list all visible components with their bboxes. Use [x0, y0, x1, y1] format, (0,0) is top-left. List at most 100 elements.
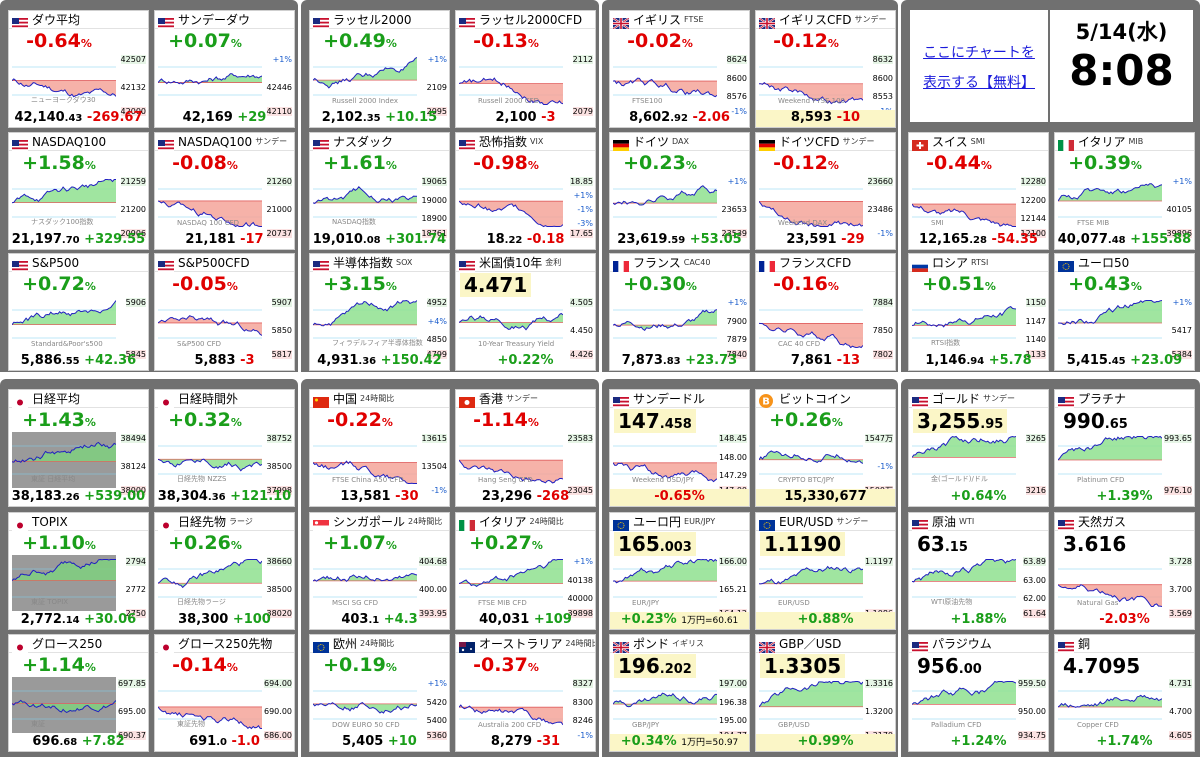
card-header: イタリア 24時間比: [456, 513, 595, 531]
price-chart: [313, 690, 417, 720]
card-header: ドイツCFD サンデー: [756, 133, 895, 151]
card-footer: 38,300 +100: [155, 612, 294, 629]
change-percent-value: -0.44: [926, 152, 981, 174]
instrument-name: ドイツ: [633, 135, 670, 149]
ticker-card-nikkei[interactable]: 日経平均 +1.43% 38494 38124 38000 東証 日経平均 38,183.2…: [8, 389, 149, 507]
card-header: 原油 WTI: [909, 513, 1048, 531]
level-label: 3265: [1025, 434, 1046, 443]
ticker-card-platinum[interactable]: プラチナ 990.65 993.65 976.10 Platinum CFD +1.39%: [1054, 389, 1195, 507]
ticker-card-growth250[interactable]: グロース250 +1.14% 697.85 695.00 690.37 東証 696.68 …: [8, 634, 149, 752]
ticker-card-gold[interactable]: ゴールド サンデー 3,255.95 3265 3216 金(ゴールド)/ドル +0.64%: [908, 389, 1049, 507]
ticker-card-palladium[interactable]: パラジウム 956.00 959.50 950.00 934.75 Palladium C…: [908, 634, 1049, 752]
ticker-card-ftse-cfd[interactable]: イギリスCFDサンデー-0.12%863286008553-1%Weekend …: [755, 10, 896, 128]
ticker-card-australia[interactable]: オーストラリア24時間比-0.37%832783008246-1%Austral…: [455, 634, 596, 752]
ticker-card-europe[interactable]: 欧州 24時間比 +0.19% +1% 5420 5400 5360 DOW EURO 50 …: [309, 634, 450, 752]
ticker-card-us10y[interactable]: 米国債10年 金利 4.471 4.505 4.450 4.426 10-Year Trea…: [455, 253, 596, 371]
ticker-card-gbpusd[interactable]: GBP／USD1.33051.33161.32001.3170GBP/USD+0…: [755, 634, 896, 752]
ticker-card-natgas[interactable]: 天然ガス 3.616 3.728 3.700 3.569 Natural Gas -2.03…: [1054, 512, 1195, 630]
card-footer: 5,405 +10: [310, 734, 449, 751]
ticker-card-ftse[interactable]: イギリス FTSE -0.02% 8624 8600 8576 -1% FTSE100 8,60…: [609, 10, 750, 128]
ticker-card-oil[interactable]: 原油 WTI 63.15 63.89 63.00 62.00 61.64 WTI原油先物 +1.…: [908, 512, 1049, 630]
chart-area: [613, 53, 723, 111]
ticker-card-sp500-cfd[interactable]: S&P500CFD -0.05% 5907 5850 5817 S&P500 CFD 5,8…: [154, 253, 295, 371]
level-label: 4.605: [1169, 731, 1192, 740]
ticker-card-vix[interactable]: 恐怖指数 VIX -0.98% 18.85 +1% -1% -3% 17.65 18.22 -0…: [455, 132, 596, 250]
level-label: 697.85: [118, 679, 146, 688]
level-label: 993.65: [1164, 434, 1192, 443]
ticker-card-growth250-fut[interactable]: グロース250先物 -0.14% 694.00 690.00 686.00 東証先物 691…: [154, 634, 295, 752]
card-header: オーストラリア24時間比: [456, 635, 595, 653]
ticker-card-dax-cfd[interactable]: ドイツCFD サンデー -0.12% 23660 23486 -1% Weekend DAX…: [755, 132, 896, 250]
ticker-card-smi[interactable]: スイス SMI -0.44% 12280 12200 12144 12100 SMI 12,16…: [908, 132, 1049, 250]
chart-watermark: Copper CFD: [1077, 721, 1119, 729]
ticker-card-dow[interactable]: ダウ平均 -0.64% 42507 42132 42000 ニューヨークダウ30 42,14…: [8, 10, 149, 128]
price-main: 7,873: [621, 353, 663, 368]
ticker-card-nasdaq[interactable]: NASDAQ100 +1.58% 21259 21200 20906 ナスダック100指数…: [8, 132, 149, 250]
ticker-card-russell[interactable]: ラッセル2000 +0.49% +1% 2109 2095 Russell 2000 In…: [309, 10, 450, 128]
ticker-card-china[interactable]: 中国 24時間比 -0.22% 13615 13504 -1% FTSE China A50…: [309, 389, 450, 507]
yen-conversion: 1万円=50.97: [681, 738, 739, 748]
change-percent-value: +1.43: [22, 409, 85, 431]
ticker-card-sunday-dow[interactable]: サンデーダウ +0.07% +1% 42446 42110 42,169 +29: [154, 10, 295, 128]
ticker-card-euro50[interactable]: ユーロ50 +0.43% +1% 5417 5384 5,415.45 +23.09: [1054, 253, 1195, 371]
card-footer: 7,873.83 +23.73: [610, 353, 749, 370]
promo-link-line1[interactable]: ここにチャートを: [923, 45, 1035, 61]
ticker-card-nikkei-after[interactable]: 日経時間外 +0.32% 38752 38500 37998 日経先物 NZZS 38,30…: [154, 389, 295, 507]
price-change: +329.55: [84, 232, 146, 247]
ticker-card-italy24[interactable]: イタリア 24時間比 +0.27% +1% 40138 40000 39898 FTSE MI…: [455, 512, 596, 630]
ticker-card-hk[interactable]: 香港 サンデー -1.14% 23583 23045 Hang Seng CFD 23,29…: [455, 389, 596, 507]
ticker-card-nasdaq-sunday[interactable]: NASDAQ100 サンデー -0.08% 21260 21000 20737 NASDAQ…: [154, 132, 295, 250]
level-label: 1140: [1025, 335, 1046, 345]
ticker-card-gbpjpy[interactable]: ポンドイギリス196.202197.00196.38195.00194.77GB…: [609, 634, 750, 752]
change-percent-value: -0.12: [773, 30, 828, 52]
ticker-card-rtsi[interactable]: ロシア RTSI +0.51% 1150 1147 1140 1133 RTSI指数 1,146…: [908, 253, 1049, 371]
ticker-card-usdjpy[interactable]: サンデードル147.458148.45148.00147.29147.00Wee…: [609, 389, 750, 507]
us-flag-icon: [1058, 393, 1074, 408]
chart-watermark: S&P500 CFD: [177, 340, 222, 348]
level-label: 3.728: [1169, 557, 1192, 566]
jp-flag-icon: [12, 638, 28, 653]
price-decimal: .59: [667, 235, 686, 246]
card-header: イギリスCFD サンデー: [756, 11, 895, 30]
ticker-card-sp500[interactable]: S&P500 +0.72% 5906 5845 Standard&Poor's500 5,…: [8, 253, 149, 371]
ticker-card-sgx[interactable]: シンガポール 24時間比 +1.07% 404.68 400.00 393.95 MSCI …: [309, 512, 450, 630]
ticker-card-eurusd[interactable]: EUR/USDサンデー1.11901.11971.1086EUR/USD+0.8…: [755, 512, 896, 630]
price-change: +5.78: [988, 353, 1032, 368]
us-flag-icon: [459, 14, 475, 29]
big-price-dec: .003: [659, 540, 692, 555]
ticker-card-topix[interactable]: TOPIX +1.10% 2794 2772 2750 東証 TOPIX 2,772.14 …: [8, 512, 149, 630]
instrument-name: 日経時間外: [178, 392, 239, 406]
change-percent: +0.27%: [456, 532, 556, 554]
price-decimal: .70: [61, 235, 80, 246]
chart-watermark: Weekend FTSE 100: [778, 97, 845, 105]
ticker-card-nikkei-fut[interactable]: 日経先物 ラージ +0.26% 38660 38500 38020 日経先物ラージ 38,30…: [154, 512, 295, 630]
ticker-card-russell-cfd[interactable]: ラッセル2000CFD -0.13% 2112 2079 Russell 2000 CF…: [455, 10, 596, 128]
ticker-card-cac[interactable]: フランス CAC40 +0.30% +1% 7900 7879 7840 7,873.83 +…: [609, 253, 750, 371]
instrument-name: イギリスCFD: [779, 13, 852, 27]
instrument-sub: 24時間比: [408, 517, 443, 526]
card-header: ダウ平均: [9, 11, 148, 29]
chart-area: [313, 555, 423, 613]
promo-link-line2[interactable]: 表示する【無料】: [923, 75, 1035, 91]
ticker-card-sox[interactable]: 半導体指数 SOX +3.15% 4952 +4% 4850 4799 フィラデルフィア半導体…: [309, 253, 450, 371]
ticker-card-cac-cfd[interactable]: フランスCFD -0.16% 7884 7850 7802 CAC 40 CFD 7,861…: [755, 253, 896, 371]
ticker-card-mib[interactable]: イタリア MIB +0.39% +1% 40105 39896 FTSE MIB 40,077…: [1054, 132, 1195, 250]
ticker-card-nasdaq-jp[interactable]: ナスダック +1.61% 19065 19000 18900 18761 NASDAQ指数 1…: [309, 132, 450, 250]
change-percent: +0.39%: [1055, 152, 1155, 174]
level-label: 2794: [125, 557, 146, 566]
chart-watermark: Hang Seng CFD: [478, 476, 533, 484]
instrument-name: スイス: [932, 135, 968, 149]
price-main: 40,031: [479, 612, 530, 627]
instrument-name: 中国: [333, 392, 358, 406]
ticker-card-copper[interactable]: 銅 4.7095 4.731 4.700 4.605 Copper CFD +1.74%: [1054, 634, 1195, 752]
us-flag-icon: [313, 136, 329, 151]
instrument-sub: SOX: [396, 258, 413, 267]
level-label: 7900: [726, 316, 747, 326]
ticker-card-eurjpy[interactable]: ユーロ円EUR/JPY165.003166.00165.21164.12EUR/…: [609, 512, 750, 630]
instrument-name: グロース250: [32, 637, 103, 651]
ticker-card-dax[interactable]: ドイツ DAX +0.23% +1% 23653 23539 23,619.59 +53.0…: [609, 132, 750, 250]
price-change: +539.00: [84, 489, 146, 504]
chart-area: [158, 677, 268, 735]
price-main: 696: [32, 734, 60, 749]
